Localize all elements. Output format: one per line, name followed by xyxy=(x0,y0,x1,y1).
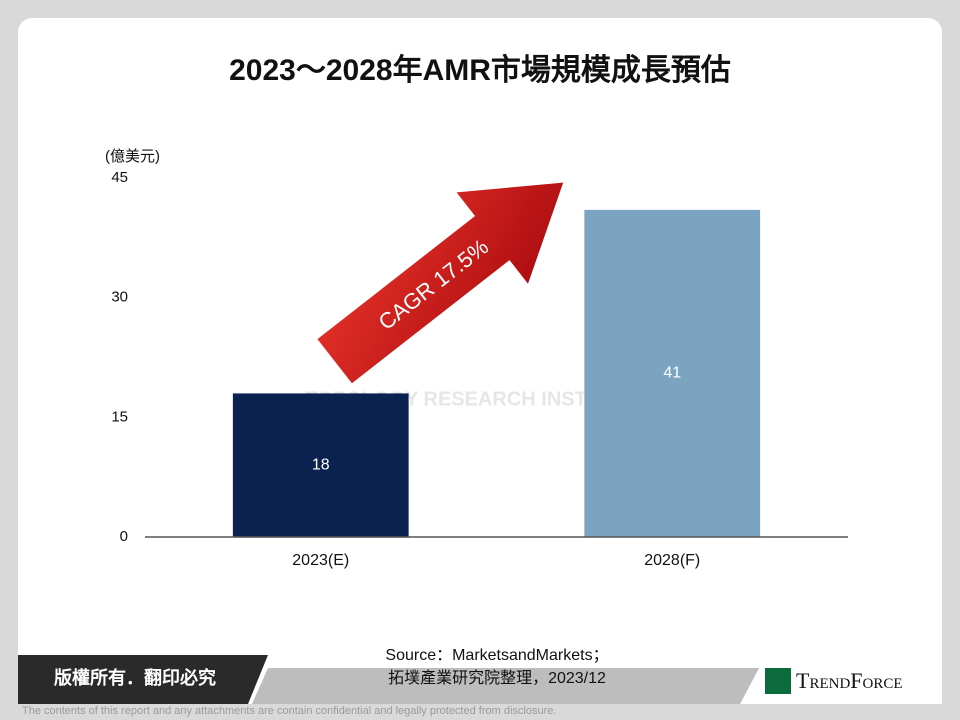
y-tick-label: 0 xyxy=(120,528,128,545)
disclaimer: The contents of this report and any atta… xyxy=(22,705,556,717)
y-tick-label: 45 xyxy=(111,169,128,186)
x-tick-label: 2028(F) xyxy=(644,552,700,569)
y-tick-label: 30 xyxy=(111,289,128,306)
x-tick-label: 2023(E) xyxy=(292,552,349,569)
bar xyxy=(584,209,761,537)
source-line: Source：MarketsandMarkets； xyxy=(385,647,608,664)
y-axis-label: (億美元) xyxy=(105,148,160,165)
footer-band xyxy=(18,655,268,704)
value-label: 18 xyxy=(312,456,330,473)
logo-icon xyxy=(765,668,791,694)
source-line: 拓墣產業研究院整理，2023/12 xyxy=(388,669,606,687)
arrow-shape xyxy=(317,182,564,384)
plot: 0 15 30 45 18 2023(E) 41 2028(F) xyxy=(111,169,848,569)
y-tick-label: 15 xyxy=(111,408,128,425)
footer-stripe xyxy=(252,668,760,704)
bar xyxy=(232,393,409,537)
value-label: 41 xyxy=(663,365,681,382)
chart-title: 2023～2028年AMR市場規模成長預估 xyxy=(229,53,731,87)
logo-text: TrendForce xyxy=(796,668,903,693)
copyright: 版權所有．翻印必究 xyxy=(54,667,216,688)
card xyxy=(18,18,942,704)
